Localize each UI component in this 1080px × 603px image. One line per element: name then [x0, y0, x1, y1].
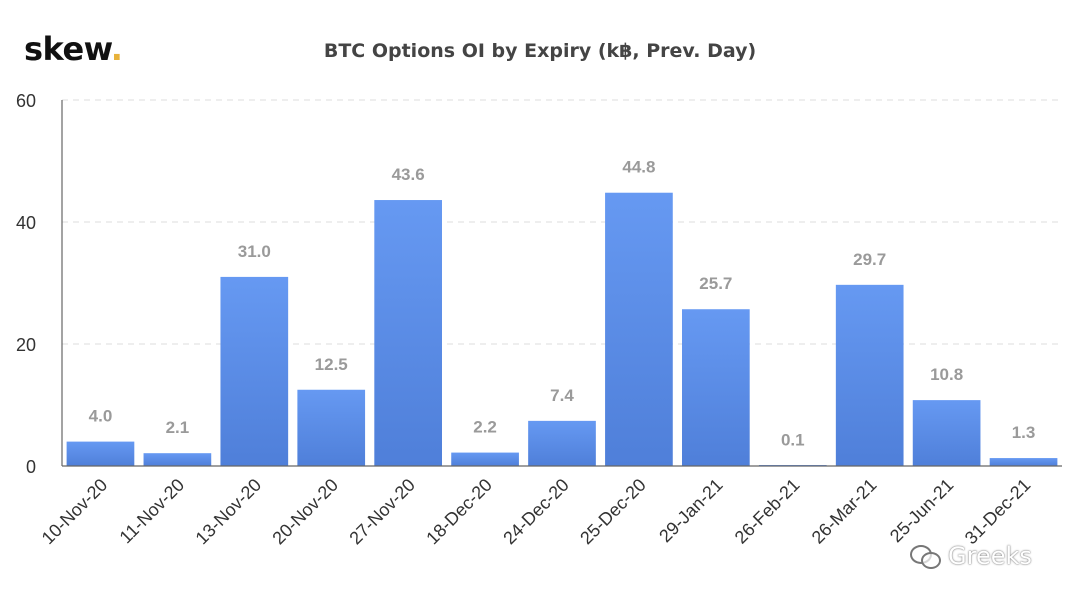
x-tick-label: 25-Dec-20	[576, 475, 650, 549]
x-tick-label: 26-Mar-21	[808, 475, 881, 548]
y-tick-label: 20	[16, 335, 36, 355]
bar	[374, 200, 442, 467]
value-label: 1.3	[1012, 423, 1036, 442]
brand-dot: .	[110, 30, 123, 68]
value-label: 10.8	[930, 365, 963, 384]
y-axis-ticks: 0 20 40 60	[16, 91, 36, 477]
x-tick-label: 24-Dec-20	[499, 475, 573, 549]
value-labels: 4.0 2.1 31.0 12.5 43.6 2.2 7.4 44.8 25.7 0.1 29.7 1…	[89, 158, 1036, 450]
bar	[297, 389, 366, 466]
bars	[66, 192, 1058, 467]
brand-name: skew	[24, 30, 111, 68]
x-tick-label: 10-Nov-20	[38, 475, 112, 549]
x-tick-label: 26-Feb-21	[731, 475, 804, 548]
bar	[912, 400, 981, 466]
grid-lines	[62, 99, 1062, 345]
x-tick-label: 27-Nov-20	[345, 475, 419, 549]
value-label: 2.1	[166, 418, 190, 437]
y-tick-label: 0	[26, 457, 36, 477]
bar	[605, 192, 673, 466]
value-label: 31.0	[238, 242, 271, 261]
bar	[989, 458, 1058, 466]
y-tick-label: 40	[16, 213, 36, 233]
brand-logo: skew.	[24, 30, 123, 68]
value-label: 44.8	[622, 158, 655, 177]
bar	[528, 420, 596, 466]
x-tick-label: 29-Jan-21	[655, 475, 726, 546]
y-tick-label: 60	[16, 91, 36, 111]
value-label: 25.7	[699, 274, 732, 293]
x-tick-label: 31-Dec-21	[961, 475, 1035, 549]
watermark: Greeks	[910, 542, 1032, 570]
bar	[451, 452, 519, 466]
x-tick-label: 25-Jun-21	[886, 475, 957, 546]
value-label: 4.0	[89, 407, 113, 426]
bar	[66, 441, 135, 466]
value-label: 29.7	[853, 250, 886, 269]
bar	[143, 453, 212, 466]
bar	[835, 284, 904, 466]
x-tick-label: 20-Nov-20	[268, 475, 342, 549]
x-tick-label: 18-Dec-20	[422, 475, 496, 549]
value-label: 43.6	[392, 165, 425, 184]
value-label: 7.4	[550, 386, 574, 405]
chart-title: BTC Options OI by Expiry (k฿, Prev. Day)	[323, 40, 757, 62]
x-axis-ticks: 10-Nov-20 11-Nov-20 13-Nov-20 20-Nov-20 27-N…	[38, 475, 1035, 549]
x-tick-label: 13-Nov-20	[192, 475, 266, 549]
wechat-icon	[910, 543, 944, 569]
value-label: 2.2	[473, 418, 497, 437]
bar	[682, 309, 750, 466]
value-label: 12.5	[315, 355, 348, 374]
watermark-text: Greeks	[948, 542, 1032, 570]
bar	[220, 276, 289, 466]
x-tick-label: 11-Nov-20	[116, 475, 189, 548]
value-label: 0.1	[781, 430, 805, 449]
